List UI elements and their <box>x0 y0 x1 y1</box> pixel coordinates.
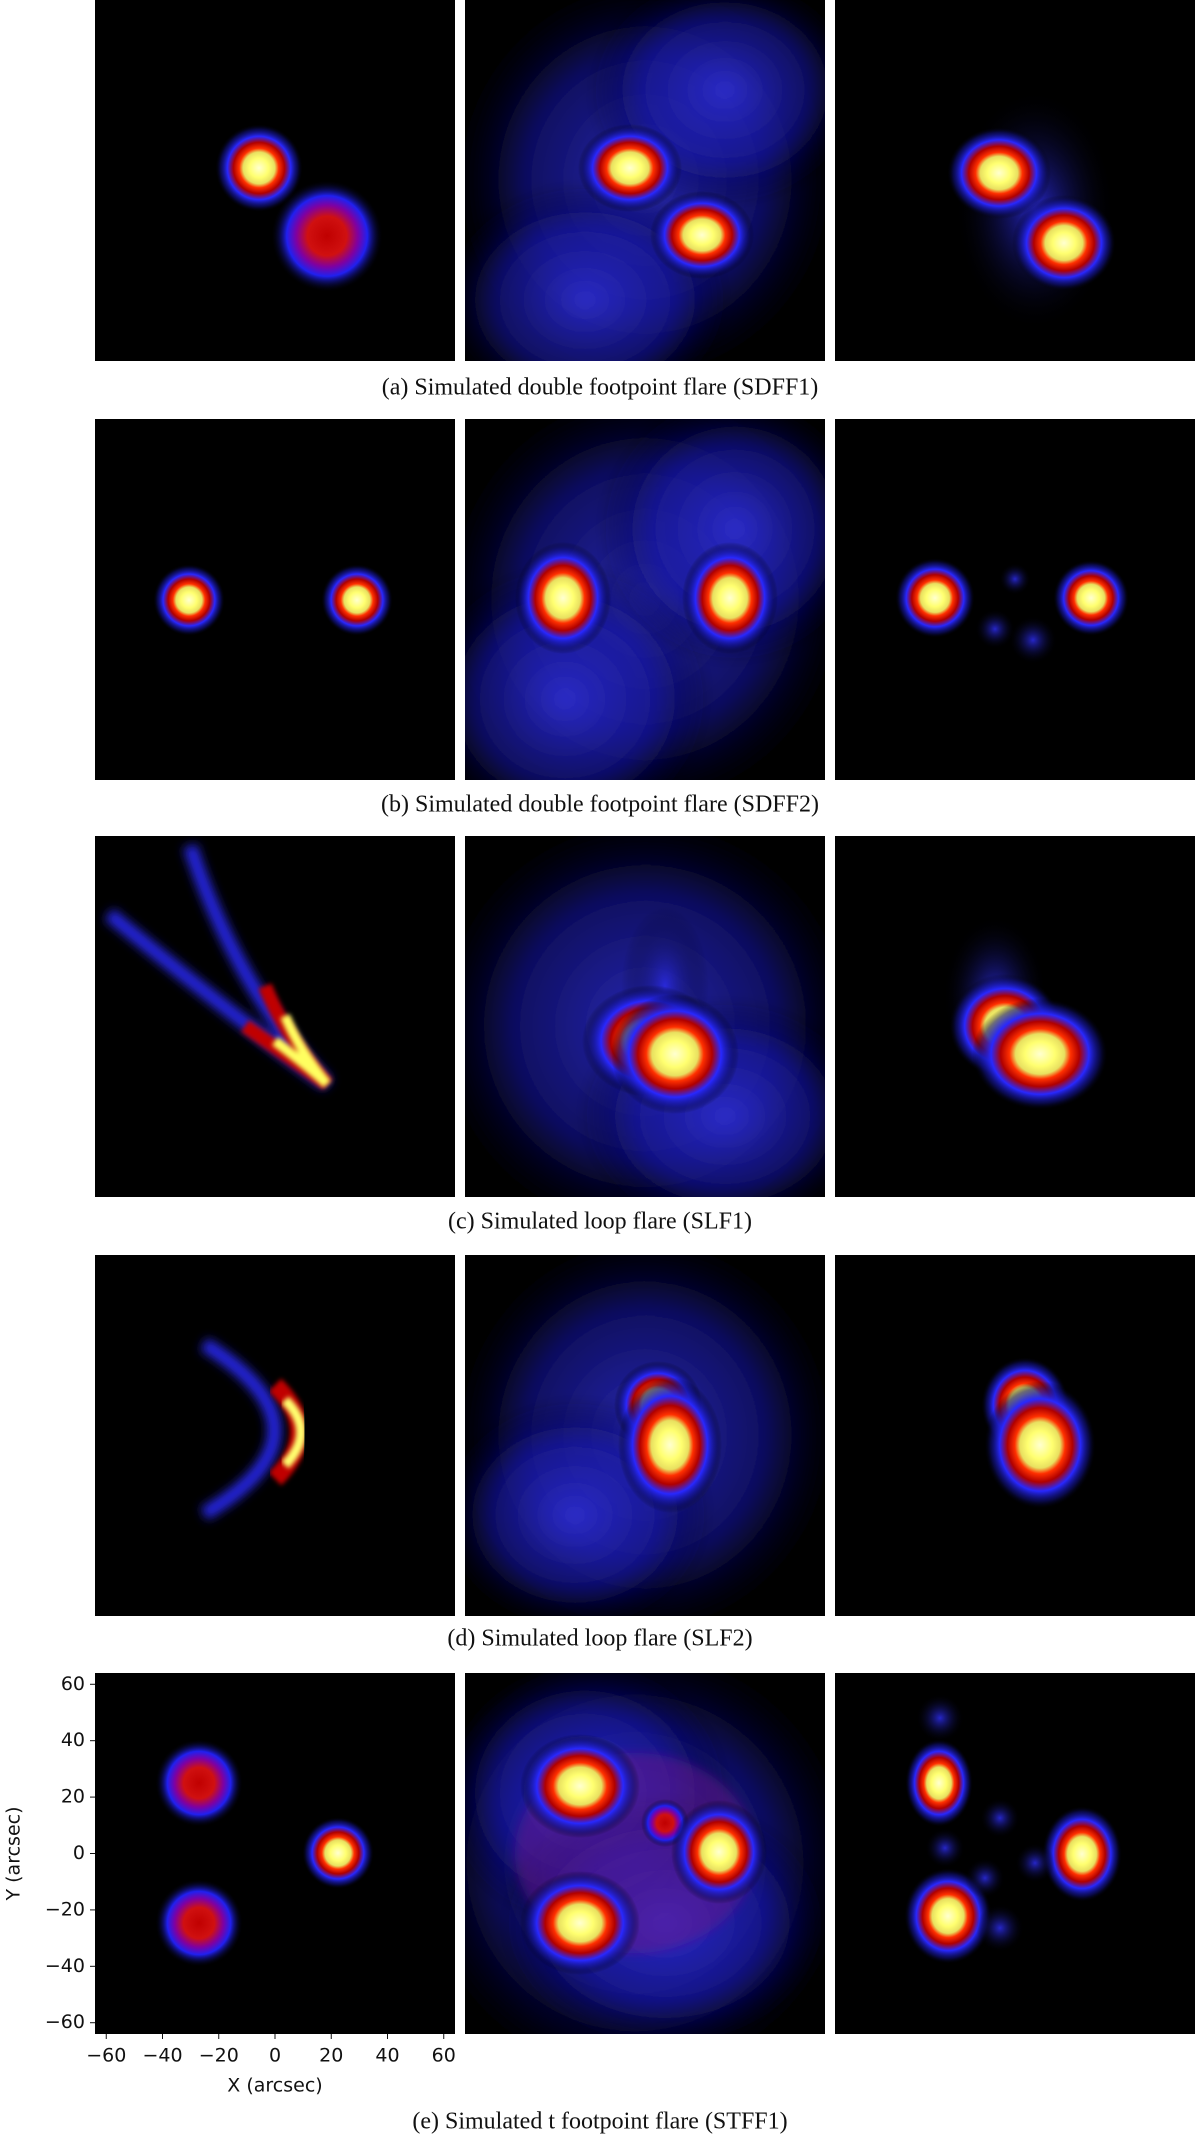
blob <box>904 1868 992 1964</box>
blob <box>947 127 1051 219</box>
panel <box>835 419 1195 780</box>
loop <box>271 1014 331 1088</box>
blob <box>895 558 975 638</box>
image <box>943 916 1108 1110</box>
panel-bg <box>835 419 1195 780</box>
panel-bg <box>95 1673 455 2034</box>
image <box>200 1338 308 1521</box>
panel <box>835 836 1195 1197</box>
image <box>104 843 333 1090</box>
blob <box>321 564 393 636</box>
image <box>215 124 383 292</box>
blob <box>215 124 303 212</box>
caption: (d) Simulated loop flare (SLF2) <box>447 1626 752 1652</box>
panel <box>835 1673 1195 2034</box>
blob <box>1012 195 1116 291</box>
panel <box>465 836 825 1197</box>
x-tick-label: −60 <box>86 2045 126 2067</box>
panel <box>95 836 455 1197</box>
caption: (c) Simulated loop flare (SLF1) <box>448 1209 752 1235</box>
x-tick-label: −20 <box>199 2045 239 2067</box>
blob <box>999 563 1031 595</box>
y-tick-label: 60 <box>61 1673 85 1695</box>
y-tick-label: −20 <box>45 1898 85 1920</box>
image <box>153 564 393 636</box>
blob <box>976 1904 1024 1952</box>
panel <box>835 1255 1195 1616</box>
blob <box>682 542 778 654</box>
blob <box>520 1871 640 1975</box>
image <box>465 0 825 361</box>
image <box>155 1739 374 1967</box>
blob <box>578 124 682 212</box>
blob <box>1015 1843 1055 1883</box>
blob <box>916 1694 964 1742</box>
blob <box>155 1739 243 1827</box>
y-tick-label: −40 <box>45 1955 85 1977</box>
blob <box>1009 616 1057 664</box>
blob <box>984 1381 1096 1509</box>
panel <box>465 1255 825 1616</box>
blob <box>302 1817 374 1889</box>
blob <box>1053 560 1129 636</box>
panel-bg <box>95 419 455 780</box>
blob <box>975 609 1015 649</box>
blob <box>671 1800 767 1904</box>
loop <box>200 1338 282 1521</box>
panel <box>95 419 455 780</box>
blob <box>972 998 1108 1110</box>
blob <box>611 994 739 1114</box>
blob <box>1042 1806 1122 1902</box>
x-tick-label: 0 <box>269 2045 281 2067</box>
image <box>465 1255 825 1616</box>
blob <box>925 1828 965 1868</box>
image <box>981 1357 1096 1509</box>
x-tick-label: 60 <box>432 2045 456 2067</box>
blob <box>980 1798 1020 1838</box>
blob <box>618 1377 722 1513</box>
blob <box>271 180 383 292</box>
loop <box>281 1396 306 1469</box>
y-tick-label: −60 <box>45 2011 85 2033</box>
y-tick-label: 0 <box>73 1842 85 1864</box>
blob <box>965 1858 1005 1898</box>
panel <box>465 1673 825 2034</box>
panel <box>95 1255 455 1616</box>
x-tick-label: 40 <box>375 2045 399 2067</box>
y-axis-label: Y (arcsec) <box>3 1807 25 1902</box>
y-tick-label: 40 <box>61 1729 85 1751</box>
blob <box>650 191 754 279</box>
panel <box>835 0 1195 361</box>
blob <box>515 542 611 654</box>
blob <box>153 564 225 636</box>
image <box>947 90 1116 330</box>
panel <box>95 0 455 361</box>
image <box>904 1694 1122 1964</box>
caption: (b) Simulated double footpoint flare (SD… <box>381 792 819 818</box>
image <box>895 558 1129 664</box>
x-axis-label: X (arcsec) <box>227 2075 322 2097</box>
x-tick-label: 20 <box>319 2045 343 2067</box>
blob <box>905 1739 973 1827</box>
panel <box>95 1673 455 2034</box>
x-tick-label: −40 <box>142 2045 182 2067</box>
caption: (a) Simulated double footpoint flare (SD… <box>382 375 819 401</box>
blob <box>155 1879 243 1967</box>
panel-bg <box>835 1673 1195 2034</box>
image <box>465 836 825 1197</box>
panel <box>465 0 825 361</box>
panel <box>465 419 825 780</box>
y-tick-label: 20 <box>61 1786 85 1808</box>
image <box>465 419 825 780</box>
image <box>465 1673 825 2034</box>
caption: (e) Simulated t footpoint flare (STFF1) <box>412 2109 787 2135</box>
blob <box>520 1734 640 1838</box>
